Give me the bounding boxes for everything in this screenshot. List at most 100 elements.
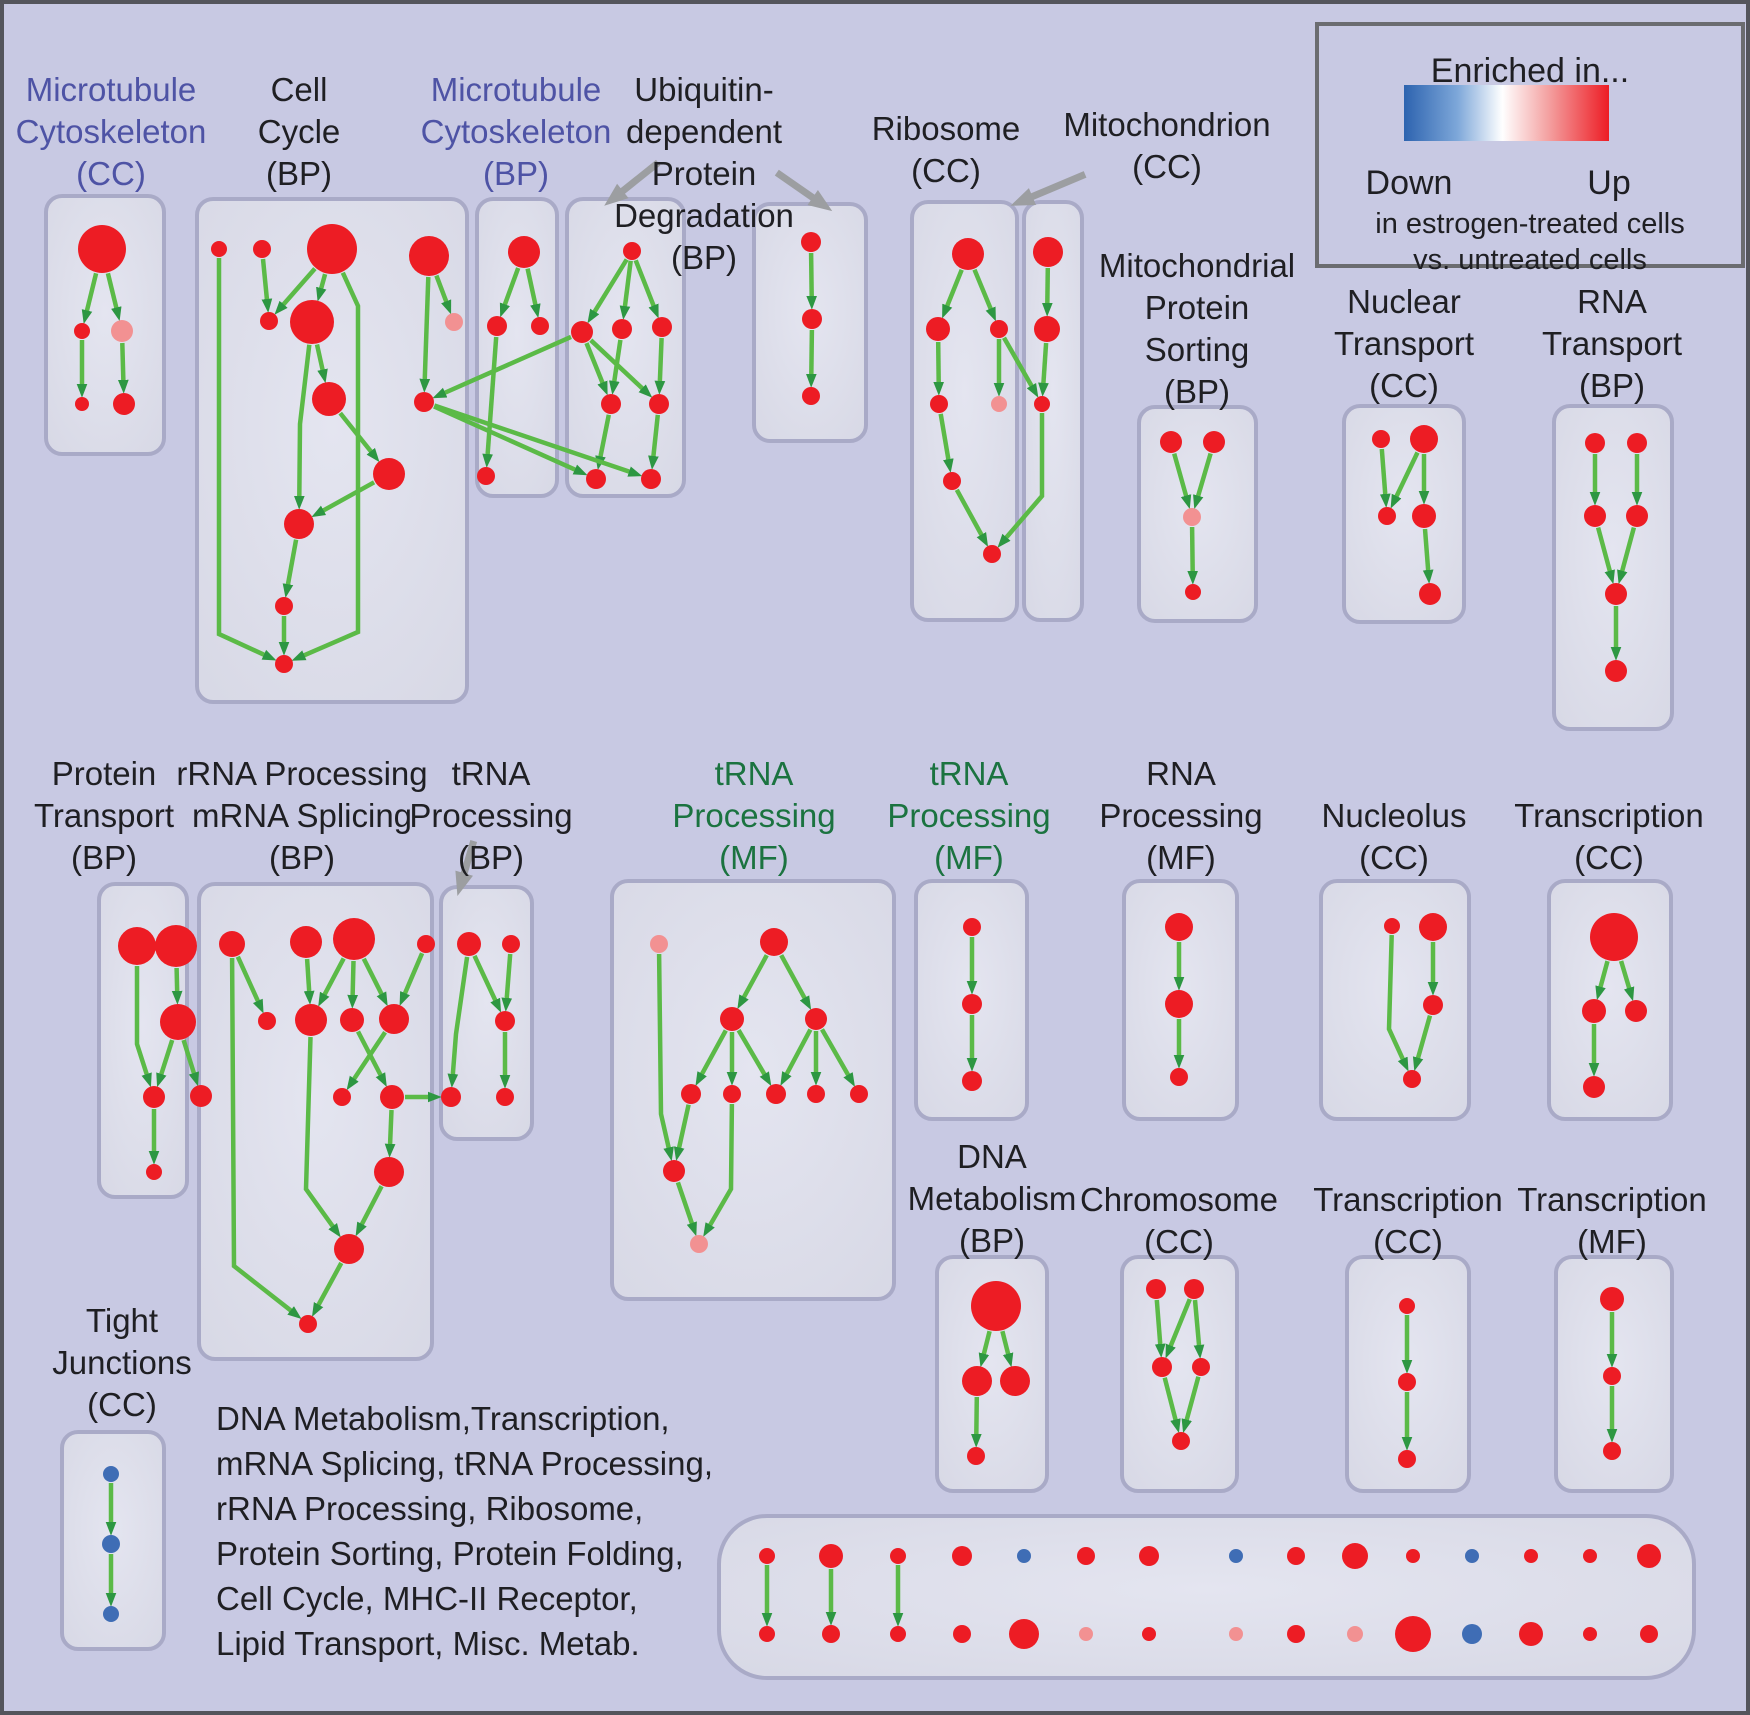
go-term-node xyxy=(1372,430,1390,448)
edge-arrow xyxy=(105,272,122,322)
go-term-node xyxy=(1146,1279,1166,1299)
go-term-node xyxy=(1378,507,1396,525)
edge-arrow xyxy=(1390,451,1420,509)
go-term-node xyxy=(307,224,357,274)
legend-title: Enriched in... xyxy=(1430,52,1630,90)
edge-arrow xyxy=(736,1029,772,1087)
edge-arrow xyxy=(648,414,661,470)
edge-arrow xyxy=(384,1109,396,1158)
go-term-node-band xyxy=(1017,1549,1031,1563)
go-term-node xyxy=(1192,1358,1210,1376)
go-term-node-band xyxy=(1524,1549,1538,1563)
go-term-node xyxy=(805,1008,827,1030)
go-term-node-band xyxy=(1640,1625,1658,1643)
edge-arrow xyxy=(1002,336,1039,398)
edge-arrow xyxy=(1154,1299,1166,1358)
edge-arrow xyxy=(779,954,812,1011)
cluster-box-mitochondrion-cc xyxy=(1022,200,1084,622)
go-term-node xyxy=(720,1007,744,1031)
edge-arrow xyxy=(654,337,666,395)
edge-arrow xyxy=(171,967,183,1005)
edge-arrow xyxy=(282,539,299,598)
go-term-node xyxy=(1582,999,1606,1023)
go-term-node xyxy=(1419,913,1447,941)
cluster-box-nucleolus-cc xyxy=(1319,879,1471,1121)
go-term-node xyxy=(1603,1442,1621,1460)
go-term-node xyxy=(1185,584,1201,600)
edge-arrow xyxy=(1412,1014,1433,1072)
go-term-node-band xyxy=(1229,1549,1243,1563)
go-term-node xyxy=(1000,1366,1030,1396)
go-term-node xyxy=(103,1466,119,1482)
go-term-node xyxy=(380,1085,404,1109)
go-term-node xyxy=(802,387,820,405)
edge-arrow xyxy=(156,1039,175,1088)
network-diagram-svg xyxy=(44,159,1696,1680)
go-term-node xyxy=(850,1085,868,1103)
go-term-node-band xyxy=(1229,1627,1243,1641)
go-term-node xyxy=(652,317,672,337)
edge-arrow xyxy=(972,268,996,322)
edge-arrow xyxy=(1386,934,1409,1072)
go-term-node xyxy=(340,1008,364,1032)
go-term-node-band xyxy=(1347,1626,1363,1642)
legend-up-label: Up xyxy=(1587,164,1631,202)
go-term-node xyxy=(312,382,346,416)
go-term-node xyxy=(113,393,135,415)
go-term-node xyxy=(1165,990,1193,1018)
edge-arrow xyxy=(338,411,380,463)
go-term-node-band xyxy=(1009,1619,1039,1649)
go-term-node xyxy=(930,395,948,413)
go-term-node xyxy=(275,597,293,615)
go-term-node xyxy=(1184,1279,1204,1299)
go-term-node-band xyxy=(1142,1627,1156,1641)
edge-arrow xyxy=(361,957,388,1007)
go-term-node xyxy=(143,1086,165,1108)
go-term-node-band xyxy=(1406,1549,1420,1563)
go-term-node-band xyxy=(1079,1627,1093,1641)
go-term-node xyxy=(723,1085,741,1103)
go-term-node xyxy=(1403,1070,1421,1088)
edge-arrow xyxy=(347,960,359,1009)
edge-arrow xyxy=(229,957,302,1319)
edge-arrow xyxy=(1422,528,1434,584)
edge-arrow xyxy=(117,342,129,394)
edge-arrow xyxy=(695,1029,728,1086)
go-term-node-band xyxy=(1519,1622,1543,1646)
go-term-node xyxy=(963,918,981,936)
go-term-node xyxy=(155,925,197,967)
go-term-node xyxy=(681,1084,701,1104)
edge-arrow xyxy=(181,1039,199,1087)
legend-subtitle-line1: in estrogen-treated cells xyxy=(1375,208,1685,240)
edge-arrow xyxy=(419,276,431,393)
go-term-node-band xyxy=(1465,1549,1479,1563)
go-term-node xyxy=(623,242,641,260)
edge-arrow xyxy=(274,267,317,315)
go-term-node xyxy=(801,232,821,252)
edge-arrow xyxy=(978,1330,992,1368)
label-pointer-arrow xyxy=(774,169,833,212)
edge-arrow xyxy=(1192,1299,1205,1359)
go-term-node-band xyxy=(759,1548,775,1564)
go-term-node xyxy=(1627,433,1647,453)
go-term-node xyxy=(1412,504,1436,528)
go-term-node xyxy=(1399,1298,1415,1314)
go-term-node xyxy=(495,1011,515,1031)
edge-arrow xyxy=(633,259,659,319)
edge-arrow xyxy=(780,1028,813,1086)
edge-arrow xyxy=(303,1036,341,1238)
edge-arrow xyxy=(316,273,328,302)
go-term-node-band xyxy=(1583,1627,1597,1641)
go-term-node xyxy=(75,397,89,411)
go-term-node xyxy=(586,469,606,489)
edge-arrow xyxy=(609,339,623,395)
go-term-node xyxy=(649,394,669,414)
edge-arrow xyxy=(584,342,608,396)
cluster-box-ubiquitin-degradation-bp-1 xyxy=(565,197,686,498)
edge-arrow xyxy=(499,267,521,318)
edge-arrow xyxy=(820,1028,855,1087)
edge-arrow xyxy=(1162,1377,1181,1434)
edge-arrow xyxy=(1181,1376,1201,1434)
edge-arrow xyxy=(587,258,629,324)
